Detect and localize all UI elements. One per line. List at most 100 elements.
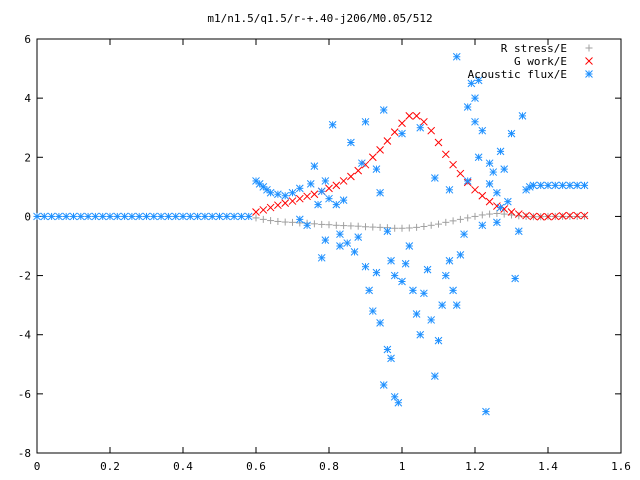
data-point — [361, 262, 370, 271]
data-point — [420, 222, 428, 230]
x-tick-label: 1.6 — [611, 460, 631, 473]
data-point — [267, 217, 275, 225]
data-point — [76, 212, 85, 221]
data-point — [252, 214, 260, 222]
data-point — [383, 137, 392, 145]
data-point — [193, 212, 202, 221]
data-point — [529, 181, 538, 190]
data-point — [201, 212, 209, 221]
data-point — [420, 289, 428, 298]
data-point — [566, 212, 574, 220]
data-point — [485, 159, 494, 168]
data-point — [449, 217, 457, 225]
data-point — [376, 146, 384, 154]
data-point — [478, 221, 487, 230]
data-point — [398, 119, 406, 128]
y-tick-label: 4 — [24, 92, 31, 105]
data-point — [325, 184, 333, 193]
data-point — [493, 188, 501, 197]
data-point — [325, 194, 333, 203]
data-point — [482, 407, 490, 416]
data-point — [452, 301, 461, 309]
legend-marker — [585, 57, 593, 65]
data-point — [40, 212, 49, 221]
data-point — [551, 212, 560, 221]
data-point — [321, 236, 330, 244]
data-point — [489, 168, 498, 176]
data-point — [544, 212, 552, 221]
data-point — [529, 212, 538, 221]
data-point — [332, 181, 341, 190]
data-point — [362, 223, 369, 231]
data-point — [566, 211, 574, 220]
data-point — [514, 210, 523, 218]
data-point — [365, 286, 374, 295]
data-point — [441, 271, 450, 280]
legend-label: R stress/E — [501, 42, 567, 55]
data-point — [317, 253, 326, 262]
data-point — [478, 191, 487, 200]
data-point — [383, 345, 392, 354]
data-point — [368, 153, 377, 162]
data-point — [449, 286, 457, 295]
data-point — [62, 212, 71, 221]
data-point — [471, 212, 479, 220]
y-tick-label: 2 — [24, 151, 31, 164]
data-point — [471, 117, 479, 126]
data-point — [354, 222, 362, 230]
data-point — [427, 316, 436, 324]
data-point — [208, 212, 217, 221]
data-point — [463, 103, 472, 111]
data-point — [514, 227, 523, 236]
data-point — [460, 230, 468, 239]
data-point — [288, 197, 297, 205]
data-point — [413, 223, 421, 231]
data-point — [558, 181, 567, 190]
data-point — [295, 215, 304, 224]
data-point — [149, 212, 158, 221]
data-point — [452, 52, 461, 61]
data-point — [573, 212, 581, 220]
data-point — [84, 212, 92, 221]
data-point — [566, 181, 574, 190]
data-point — [321, 177, 330, 185]
data-point — [580, 181, 589, 190]
data-point — [55, 212, 63, 221]
data-point — [449, 160, 457, 169]
data-point — [500, 210, 508, 218]
data-point — [47, 212, 56, 221]
plot-area-frame — [36, 38, 622, 454]
data-point — [332, 221, 340, 229]
data-point — [318, 220, 326, 228]
data-point — [164, 212, 173, 221]
data-point — [259, 206, 268, 214]
data-point — [522, 211, 530, 220]
data-point — [442, 218, 450, 226]
data-point — [347, 138, 355, 147]
data-point — [493, 218, 501, 227]
data-point — [398, 224, 406, 232]
data-point — [336, 230, 344, 239]
data-point — [445, 185, 454, 194]
data-point — [274, 217, 282, 225]
data-point — [445, 256, 454, 265]
data-point — [244, 212, 253, 221]
data-point — [259, 215, 267, 223]
data-point — [328, 120, 337, 129]
data-point — [456, 215, 464, 223]
data-point — [423, 265, 432, 274]
data-point — [412, 112, 421, 120]
data-point — [343, 239, 352, 247]
legend-marker — [585, 70, 593, 78]
data-point — [409, 286, 417, 295]
data-point — [106, 212, 114, 221]
x-axis: 0 0.2 0.4 0.6 0.8 1 1.2 1.4 1.6 — [34, 39, 631, 473]
data-point — [493, 209, 501, 217]
data-point — [354, 166, 363, 175]
data-point — [347, 222, 355, 230]
data-point — [394, 398, 403, 407]
data-point — [314, 200, 322, 209]
data-point — [507, 208, 516, 216]
data-point — [339, 177, 348, 185]
